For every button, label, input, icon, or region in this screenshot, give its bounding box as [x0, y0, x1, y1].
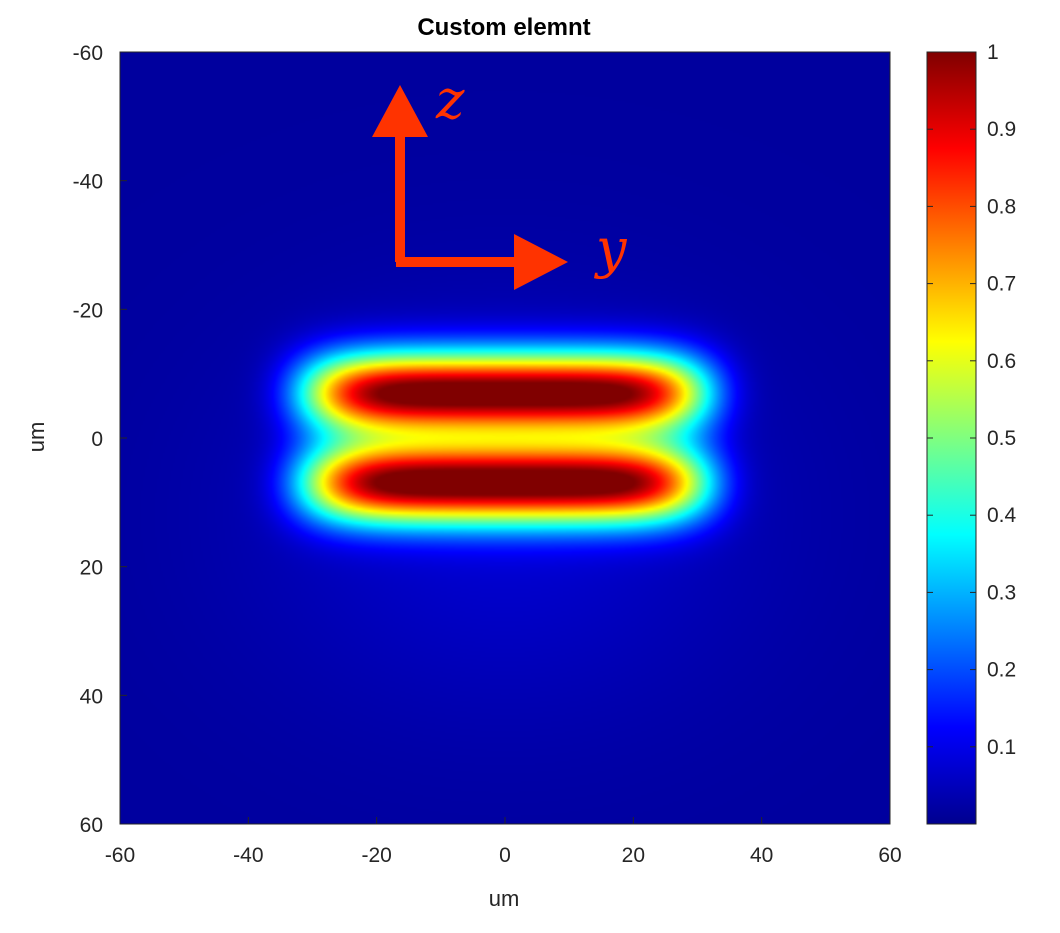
x-axis-ticks: -60 -40 -20 0 20 40 60: [105, 817, 902, 867]
y-arrow-head: [514, 234, 568, 290]
x-tick-label: 40: [750, 844, 773, 867]
x-tick-label: -40: [233, 844, 263, 867]
colorbar-tick-label: 0.2: [987, 659, 1016, 682]
heatmap-canvas: [120, 52, 890, 824]
y-tick-label: 0: [91, 428, 103, 451]
colorbar-tick-label: 0.5: [987, 427, 1016, 450]
y-tick-label: -60: [73, 42, 103, 65]
colorbar-tick-label: 0.3: [987, 581, 1016, 604]
y-tick-label: 20: [80, 557, 103, 580]
y-tick-label: 60: [80, 814, 103, 837]
y-annotation-label: y: [594, 217, 628, 280]
z-arrow-head: [372, 85, 428, 137]
colorbar-tick-label: 0.1: [987, 736, 1016, 759]
colorbar-tick-label: 1: [987, 41, 999, 64]
colorbar-tick-label: 0.7: [987, 273, 1016, 296]
colorbar-tick-label: 0.4: [987, 504, 1017, 527]
x-tick-label: 60: [878, 844, 901, 867]
y-axis-ticks: -60 -40 -20 0 20 40 60: [73, 42, 127, 837]
colorbar-tick-label: 0.9: [987, 118, 1016, 141]
y-axis-label: um: [24, 422, 49, 453]
x-tick-label: 20: [622, 844, 645, 867]
x-axis-label: um: [489, 886, 520, 911]
colorbar-tick-label: 0.8: [987, 195, 1016, 218]
heatmap-area: [119, 51, 891, 825]
colorbar-ticks: 0.1 0.2 0.3 0.4 0.5 0.6 0.7 0.8 0.9 1: [927, 41, 1017, 759]
y-tick-label: -20: [73, 299, 103, 322]
x-tick-label: -60: [105, 844, 135, 867]
colorbar-gradient: [926, 51, 977, 825]
x-tick-label: 0: [499, 844, 511, 867]
z-annotation-label: z: [435, 68, 465, 131]
y-tick-label: -40: [73, 171, 103, 194]
colorbar: 0.1 0.2 0.3 0.4 0.5 0.6 0.7 0.8 0.9 1: [926, 41, 1017, 825]
x-tick-label: -20: [361, 844, 391, 867]
y-tick-label: 40: [80, 685, 103, 708]
chart-title: Custom elemnt: [417, 14, 590, 41]
axis-annotation: z y: [372, 68, 628, 290]
colorbar-tick-label: 0.6: [987, 350, 1016, 373]
